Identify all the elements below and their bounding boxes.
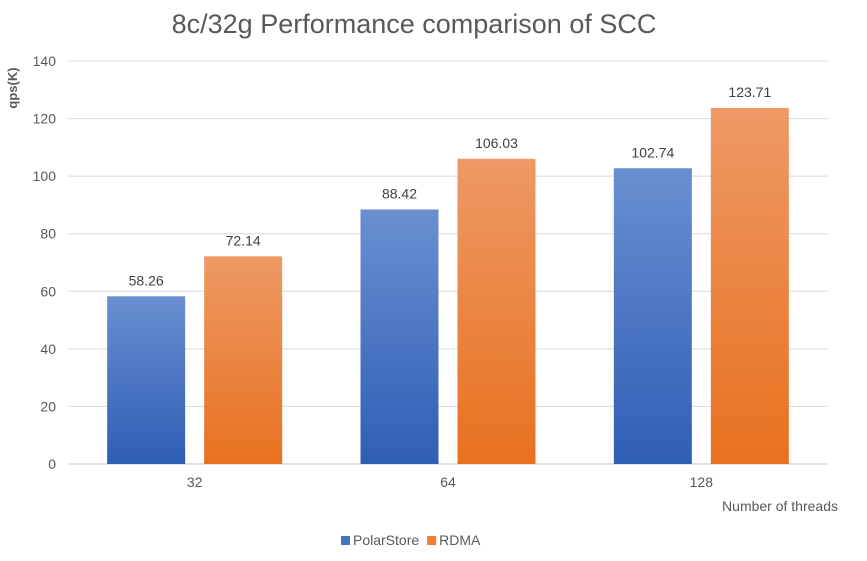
chart-title: 8c/32g Performance comparison of SCC [172, 9, 657, 39]
legend-label-polarstore: PolarStore [353, 532, 419, 548]
legend: PolarStore RDMA [341, 532, 481, 548]
bar-rdma-128 [710, 107, 789, 464]
bar-rdma-64 [457, 158, 536, 464]
data-label: 123.71 [728, 84, 771, 100]
y-tick-label: 0 [48, 456, 56, 472]
bars [107, 107, 789, 465]
data-label: 102.74 [631, 144, 674, 160]
y-tick-label: 60 [40, 283, 56, 299]
data-label: 72.14 [226, 232, 261, 248]
x-tick-label: 32 [187, 474, 203, 490]
legend-swatch-rdma [427, 536, 437, 545]
y-tick-label: 80 [40, 226, 56, 242]
y-tick-label: 120 [33, 111, 57, 127]
data-label: 58.26 [129, 272, 164, 288]
data-label: 88.42 [382, 185, 417, 201]
bar-rdma-32 [204, 256, 283, 464]
y-axis-ticks: 0 20 40 60 80 100 120 140 [33, 53, 57, 472]
y-axis-title: qps(K) [5, 67, 20, 108]
x-axis-ticks: 32 64 128 [187, 474, 713, 490]
bar-polarstore-64 [360, 209, 439, 464]
y-tick-label: 20 [40, 398, 56, 414]
x-tick-label: 128 [690, 474, 714, 490]
bar-polarstore-32 [107, 296, 186, 464]
data-labels: 58.26 72.14 88.42 106.03 102.74 123.71 [129, 84, 772, 288]
y-tick-label: 140 [33, 53, 57, 69]
gridlines [68, 60, 828, 465]
x-tick-label: 64 [440, 474, 456, 490]
bar-polarstore-128 [613, 168, 692, 465]
x-axis-title: Number of threads [722, 498, 838, 514]
data-label: 106.03 [475, 135, 518, 151]
y-tick-label: 100 [33, 168, 57, 184]
y-tick-label: 40 [40, 341, 56, 357]
legend-label-rdma: RDMA [439, 532, 481, 548]
legend-swatch-polarstore [341, 536, 350, 545]
